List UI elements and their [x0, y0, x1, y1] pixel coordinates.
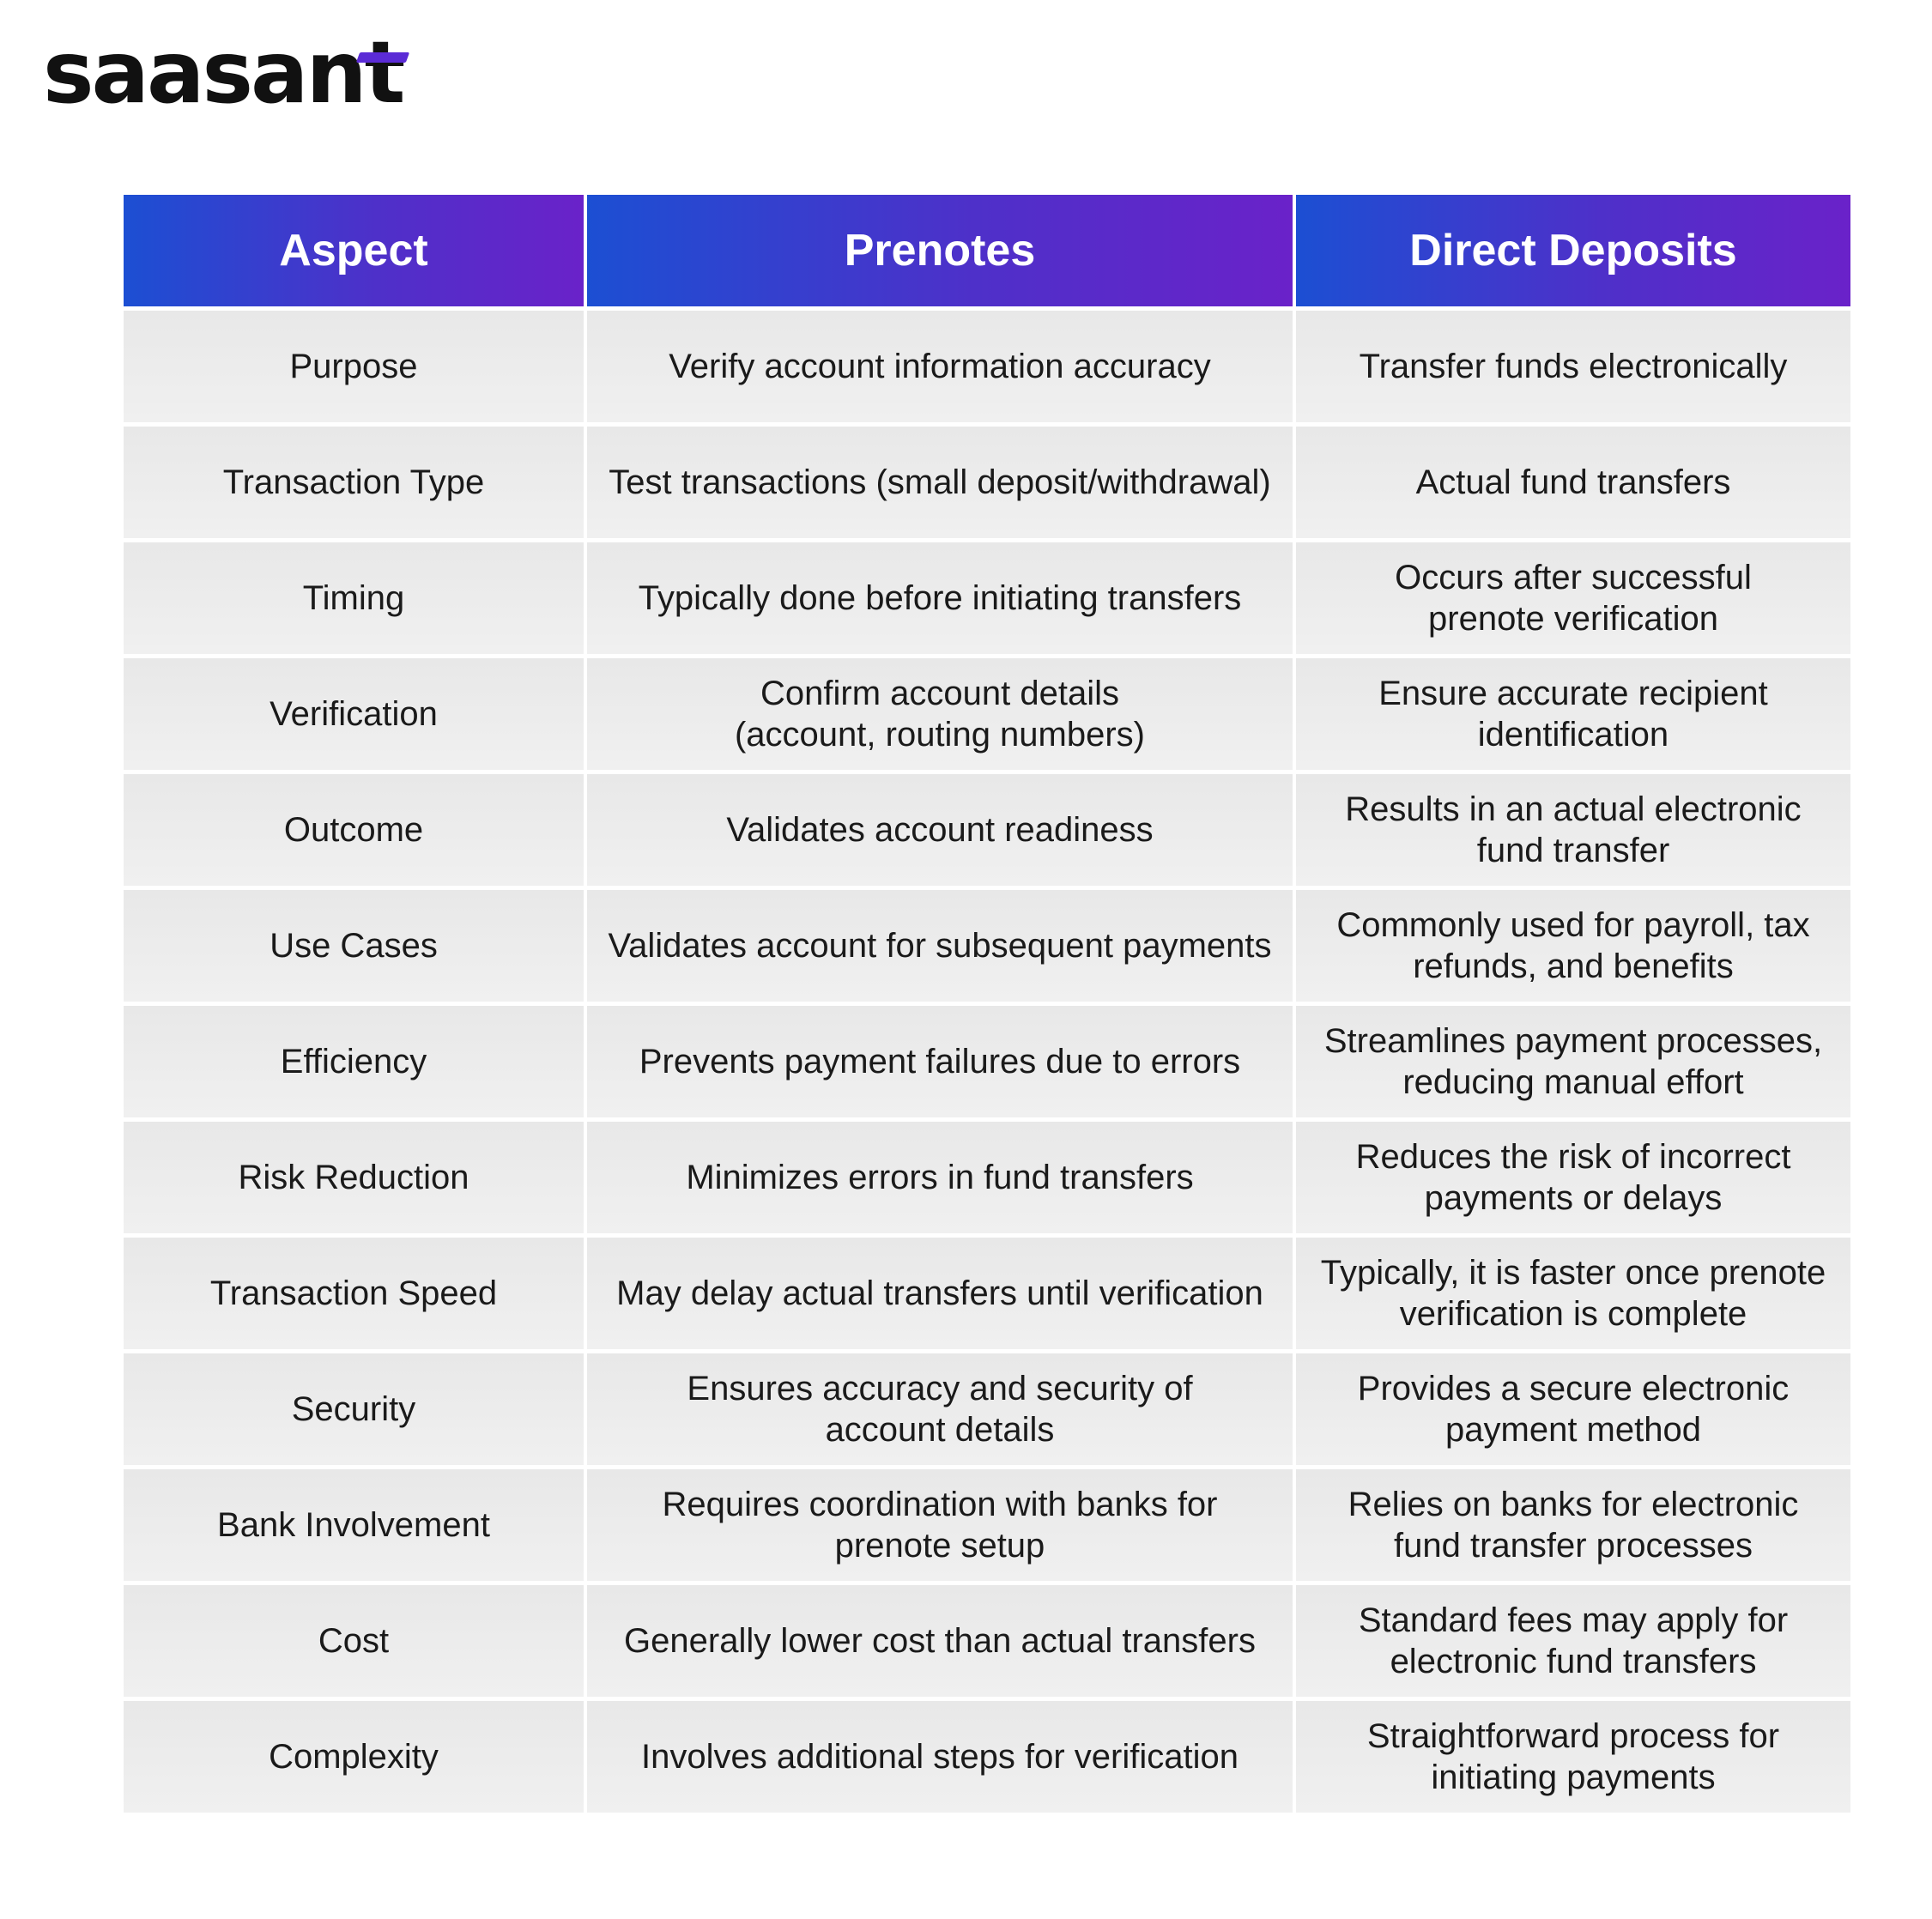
table-row: Use Cases Validates account for subseque… — [124, 890, 1850, 1002]
cell-aspect: Outcome — [124, 774, 584, 886]
cell-direct-deposits: Standard fees may apply for electronic f… — [1296, 1585, 1850, 1697]
cell-direct-deposits: Actual fund transfers — [1296, 427, 1850, 538]
header-direct-deposits: Direct Deposits — [1296, 195, 1850, 306]
comparison-table: Aspect Prenotes Direct Deposits Purpose … — [124, 195, 1850, 1813]
cell-prenotes: Validates account for subsequent payment… — [587, 890, 1293, 1002]
table-row: Risk Reduction Minimizes errors in fund … — [124, 1122, 1850, 1233]
cell-direct-deposits: Occurs after successful prenote verifica… — [1296, 542, 1850, 654]
table-row: Verification Confirm account details (ac… — [124, 658, 1850, 770]
logo-accent-stroke — [356, 52, 410, 63]
cell-direct-deposits: Results in an actual electronic fund tra… — [1296, 774, 1850, 886]
table-row: Bank Involvement Requires coordination w… — [124, 1469, 1850, 1581]
cell-prenotes: Generally lower cost than actual transfe… — [587, 1585, 1293, 1697]
cell-direct-deposits: Transfer funds electronically — [1296, 311, 1850, 422]
cell-aspect: Security — [124, 1353, 584, 1465]
cell-direct-deposits: Straightforward process for initiating p… — [1296, 1701, 1850, 1813]
logo-wordmark: saasant — [43, 30, 410, 116]
cell-aspect: Verification — [124, 658, 584, 770]
header-aspect: Aspect — [124, 195, 584, 306]
cell-direct-deposits: Provides a secure electronic payment met… — [1296, 1353, 1850, 1465]
cell-prenotes: Prevents payment failures due to errors — [587, 1006, 1293, 1117]
cell-prenotes: Typically done before initiating transfe… — [587, 542, 1293, 654]
cell-prenotes: Test transactions (small deposit/withdra… — [587, 427, 1293, 538]
cell-direct-deposits: Relies on banks for electronic fund tran… — [1296, 1469, 1850, 1581]
cell-aspect: Complexity — [124, 1701, 584, 1813]
cell-prenotes: Validates account readiness — [587, 774, 1293, 886]
cell-aspect: Transaction Type — [124, 427, 584, 538]
cell-prenotes: Minimizes errors in fund transfers — [587, 1122, 1293, 1233]
cell-direct-deposits: Ensure accurate recipient identification — [1296, 658, 1850, 770]
table-row: Complexity Involves additional steps for… — [124, 1701, 1850, 1813]
cell-aspect: Efficiency — [124, 1006, 584, 1117]
cell-aspect: Purpose — [124, 311, 584, 422]
cell-prenotes: Requires coordination with banks for pre… — [587, 1469, 1293, 1581]
cell-direct-deposits: Commonly used for payroll, tax refunds, … — [1296, 890, 1850, 1002]
saasant-logo: saasant — [43, 26, 410, 120]
table-row: Efficiency Prevents payment failures due… — [124, 1006, 1850, 1117]
cell-prenotes: Confirm account details (account, routin… — [587, 658, 1293, 770]
cell-aspect: Risk Reduction — [124, 1122, 584, 1233]
cell-aspect: Use Cases — [124, 890, 584, 1002]
cell-prenotes: Ensures accuracy and security of account… — [587, 1353, 1293, 1465]
table-row: Outcome Validates account readiness Resu… — [124, 774, 1850, 886]
cell-aspect: Transaction Speed — [124, 1238, 584, 1349]
cell-prenotes: Verify account information accuracy — [587, 311, 1293, 422]
cell-aspect: Timing — [124, 542, 584, 654]
table-row: Cost Generally lower cost than actual tr… — [124, 1585, 1850, 1697]
cell-prenotes: May delay actual transfers until verific… — [587, 1238, 1293, 1349]
cell-direct-deposits: Typically, it is faster once prenote ver… — [1296, 1238, 1850, 1349]
table-row: Security Ensures accuracy and security o… — [124, 1353, 1850, 1465]
table-row: Transaction Type Test transactions (smal… — [124, 427, 1850, 538]
table-row: Purpose Verify account information accur… — [124, 311, 1850, 422]
table-row: Transaction Speed May delay actual trans… — [124, 1238, 1850, 1349]
table-header-row: Aspect Prenotes Direct Deposits — [124, 195, 1850, 306]
cell-direct-deposits: Streamlines payment processes, reducing … — [1296, 1006, 1850, 1117]
header-prenotes: Prenotes — [587, 195, 1293, 306]
cell-aspect: Cost — [124, 1585, 584, 1697]
table-row: Timing Typically done before initiating … — [124, 542, 1850, 654]
cell-prenotes: Involves additional steps for verificati… — [587, 1701, 1293, 1813]
cell-direct-deposits: Reduces the risk of incorrect payments o… — [1296, 1122, 1850, 1233]
cell-aspect: Bank Involvement — [124, 1469, 584, 1581]
